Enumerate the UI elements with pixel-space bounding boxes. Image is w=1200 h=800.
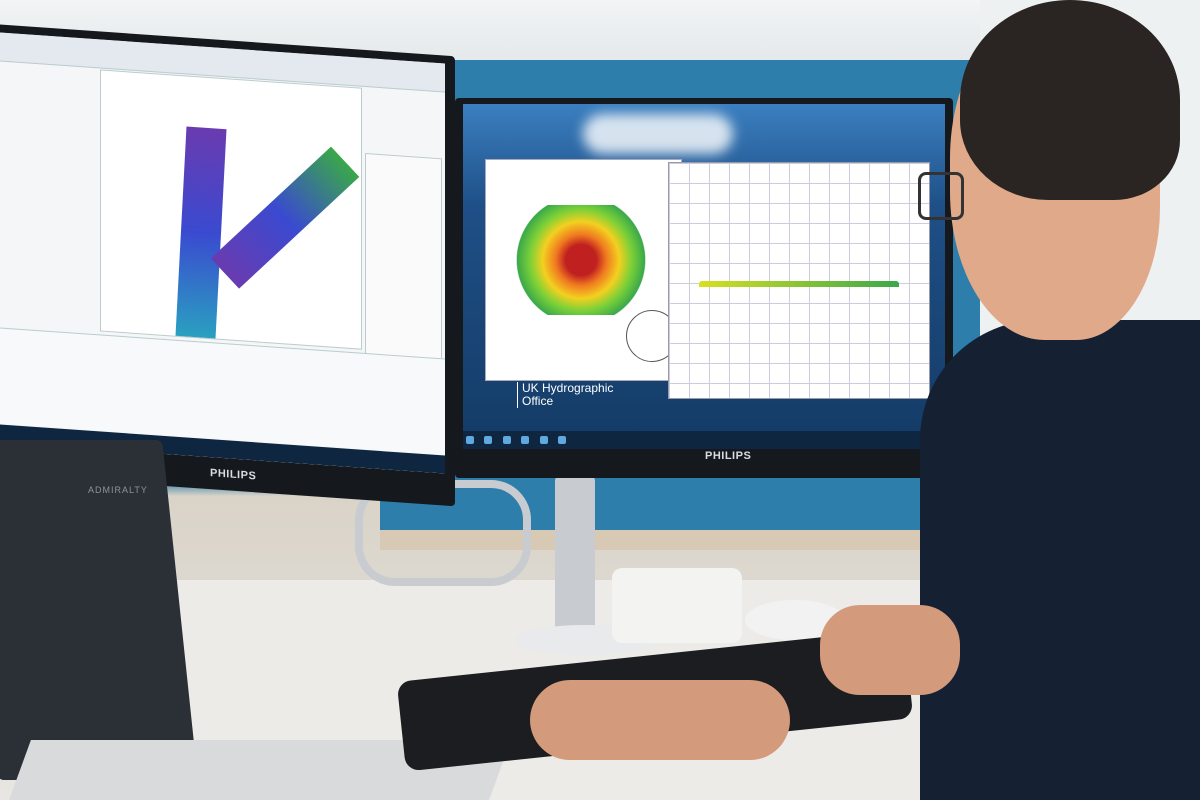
caption-line2: Office xyxy=(522,394,554,408)
start-icon[interactable] xyxy=(466,436,474,444)
laptop-brand: ADMIRALTY xyxy=(88,485,148,495)
right-hand xyxy=(820,605,960,695)
profile-chart xyxy=(668,162,930,399)
left-hand xyxy=(530,680,790,760)
hair xyxy=(960,0,1180,200)
monitor-brand: PHILIPS xyxy=(705,450,752,462)
seabed-profile xyxy=(699,281,899,287)
edge-icon[interactable] xyxy=(502,436,511,444)
power-socket xyxy=(612,568,742,643)
chrome-icon[interactable] xyxy=(539,436,548,444)
layer-panel xyxy=(365,152,442,361)
explorer-icon[interactable] xyxy=(521,436,530,444)
survey-view xyxy=(100,69,362,350)
person xyxy=(900,0,1200,800)
glasses xyxy=(918,172,964,220)
caption-line1: UK Hydrographic xyxy=(522,381,614,395)
monitor-brand: PHILIPS xyxy=(210,467,257,483)
bathymetry-map xyxy=(516,205,646,315)
right-screen: UK Hydrographic Office xyxy=(463,104,945,449)
shirt xyxy=(920,320,1200,800)
survey-track-diagonal xyxy=(210,146,360,289)
app-icon[interactable] xyxy=(558,436,567,444)
taskbar xyxy=(463,431,945,449)
3d-view-window xyxy=(485,159,682,381)
monitor-stand xyxy=(555,475,595,635)
cloud xyxy=(583,114,733,154)
task-view-icon[interactable] xyxy=(484,436,493,444)
survey-track-vertical xyxy=(175,126,227,339)
left-screen xyxy=(0,32,445,474)
right-monitor: UK Hydrographic Office PHILIPS xyxy=(455,98,953,478)
left-monitor: PHILIPS xyxy=(0,23,455,507)
wallpaper-caption: UK Hydrographic Office xyxy=(517,382,613,408)
